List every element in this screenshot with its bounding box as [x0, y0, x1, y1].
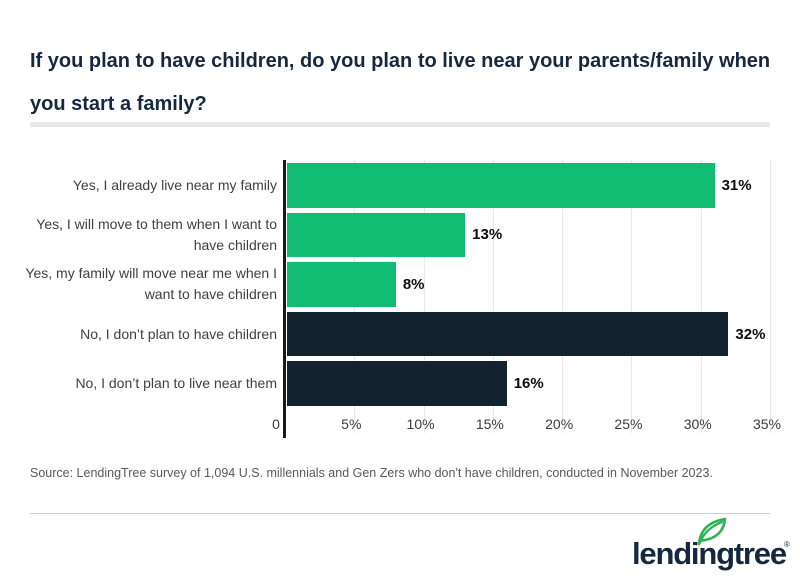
x-tick-label: 5%	[341, 416, 362, 432]
x-tick-label: 20%	[545, 416, 574, 432]
x-tick-label: 30%	[683, 416, 712, 432]
category-label: Yes, I will move to them when I want to …	[36, 215, 277, 253]
y-axis-line	[283, 160, 286, 438]
value-label: 8%	[402, 275, 425, 293]
gridline	[770, 160, 771, 433]
registered-mark-icon: ®	[784, 540, 790, 549]
gridline	[700, 160, 702, 433]
value-label: 31%	[721, 176, 752, 194]
category-label: Yes, I already live near my family	[72, 176, 277, 193]
category-label: Yes, my family will move near me when I …	[25, 265, 277, 303]
page-title: If you plan to have children, do you pla…	[30, 50, 771, 115]
x-tick-label: 10%	[406, 416, 435, 432]
bar	[287, 212, 466, 258]
footer-divider	[30, 513, 770, 514]
lendingtree-logo: lendingtree ®	[632, 517, 792, 580]
bar	[287, 311, 729, 357]
gridline	[631, 160, 633, 433]
bar-chart: Yes, I already live near my family 31% Yes…	[0, 160, 800, 440]
gridline	[492, 160, 494, 433]
x-tick-label: 15%	[475, 416, 504, 432]
gridline	[562, 160, 564, 433]
title-divider	[30, 122, 770, 127]
leaf-icon	[697, 517, 727, 546]
gridline	[423, 160, 425, 433]
x-tick-label: 35%	[752, 416, 782, 432]
value-label: 13%	[472, 226, 503, 244]
category-label: No, I don’t plan to have children	[80, 325, 277, 342]
value-label: 16%	[513, 375, 544, 393]
x-tick-label: 0	[272, 416, 280, 432]
bar	[287, 262, 396, 307]
source-note: Source: LendingTree survey of 1,094 U.S.…	[30, 466, 713, 480]
category-label: No, I don’t plan to live near them	[75, 375, 277, 392]
bar	[287, 163, 715, 208]
value-label: 32%	[735, 325, 766, 343]
bar	[287, 361, 507, 406]
x-tick-label: 25%	[614, 416, 643, 432]
logo-text: lendingtree	[632, 536, 787, 571]
